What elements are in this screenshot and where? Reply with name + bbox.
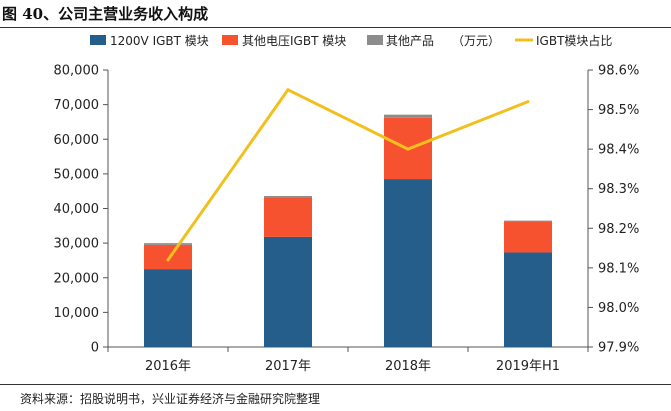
left-axis-tick-label: 80,000: [54, 64, 100, 79]
right-axis-tick-label: 98.6%: [598, 64, 639, 79]
left-axis-tick-label: 60,000: [54, 133, 100, 148]
legend-swatch-other-products: [367, 35, 383, 45]
bar-other-products: [144, 243, 192, 245]
bar-other-products: [264, 196, 312, 198]
right-axis-tick-label: 98.0%: [598, 301, 639, 316]
bar-other-products: [504, 220, 552, 223]
left-axis-tick-label: 0: [91, 341, 99, 356]
ratio-line-path: [166, 88, 529, 261]
legend-label-ratio-line: IGBT模块占比: [536, 33, 612, 48]
legend-label-other-products: 其他产品: [386, 34, 434, 48]
legend-label-1200v: 1200V IGBT 模块: [110, 34, 209, 48]
ratio-line: [166, 88, 530, 262]
left-axis-tick-label: 50,000: [54, 167, 100, 182]
right-axis-tick-label: 97.9%: [598, 341, 639, 356]
legend-label-other-hv: 其他电压IGBT 模块: [242, 34, 346, 48]
ratio-line-point: [406, 147, 410, 151]
left-axis: 0 10,000 20,000 30,000 40,000 50,000 60,000 70,…: [54, 64, 109, 356]
legend: 1200V IGBT 模块 其他电压IGBT 模块 其他产品 （万元） IGBT…: [90, 33, 612, 48]
ratio-line-point: [286, 88, 290, 92]
bar-1200v: [384, 179, 432, 347]
left-axis-tick-label: 10,000: [54, 306, 100, 321]
bar-other-hv: [504, 222, 552, 253]
source-note: 资料来源：招股说明书，兴业证券经济与金融研究院整理: [20, 392, 321, 406]
chart-svg: 1200V IGBT 模块 其他电压IGBT 模块 其他产品 （万元） IGBT…: [54, 33, 640, 374]
left-axis-tick-label: 70,000: [54, 98, 100, 113]
x-axis-tick-label: 2018年: [385, 359, 431, 374]
legend-swatch-1200v: [90, 35, 106, 45]
right-axis-tick-label: 98.4%: [598, 143, 639, 158]
ratio-line-point: [526, 100, 530, 104]
bar-other-hv: [144, 244, 192, 270]
source-bar: 资料来源：招股说明书，兴业证券经济与金融研究院整理: [0, 384, 671, 411]
right-axis: 97.9% 98.0% 98.1% 98.2% 98.3% 98.4% 98.5% 98.6%: [587, 64, 639, 356]
figure-title-bar: 图 40、公司主营业务收入构成: [0, 0, 671, 28]
left-axis-tick-label: 40,000: [54, 202, 100, 217]
bar-1200v: [504, 252, 552, 347]
left-axis-tick-label: 20,000: [54, 271, 100, 286]
right-axis-tick-label: 98.2%: [598, 222, 639, 237]
right-axis-tick-label: 98.3%: [598, 182, 639, 197]
x-axis: 2016年 2017年 2018年 2019年H1: [107, 346, 589, 374]
bar-other-hv: [264, 197, 312, 237]
right-axis-tick-label: 98.1%: [598, 261, 639, 276]
legend-swatch-other-hv: [222, 35, 238, 45]
bars: [144, 114, 552, 347]
right-axis-tick-label: 98.5%: [598, 103, 639, 118]
bar-other-products: [384, 114, 432, 118]
x-axis-tick-label: 2016年: [145, 359, 191, 374]
x-axis-tick-label: 2019年H1: [496, 359, 560, 374]
figure-title: 图 40、公司主营业务收入构成: [2, 5, 209, 23]
legend-unit-note: （万元）: [452, 34, 500, 48]
bar-1200v: [264, 236, 312, 347]
ratio-line-point: [166, 258, 170, 262]
bar-1200v: [144, 269, 192, 347]
x-axis-tick-label: 2017年: [265, 359, 311, 374]
left-axis-tick-label: 30,000: [54, 237, 100, 252]
